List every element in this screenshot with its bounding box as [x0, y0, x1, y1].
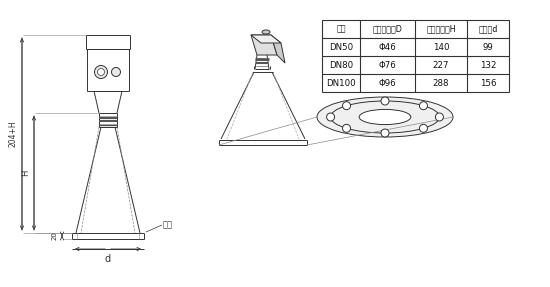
Text: 20: 20 — [52, 232, 58, 241]
Polygon shape — [251, 35, 281, 43]
Text: 204+H: 204+H — [9, 121, 18, 147]
Text: 156: 156 — [480, 79, 496, 88]
Text: 132: 132 — [480, 61, 496, 69]
Circle shape — [343, 124, 350, 132]
Text: 喇叭口高度H: 喇叭口高度H — [426, 24, 456, 34]
Text: Φ46: Φ46 — [378, 42, 397, 51]
Circle shape — [343, 102, 350, 110]
Ellipse shape — [359, 109, 411, 125]
Text: 227: 227 — [433, 61, 449, 69]
Ellipse shape — [262, 30, 270, 34]
Circle shape — [381, 129, 389, 137]
Text: 140: 140 — [433, 42, 449, 51]
Text: d: d — [105, 254, 111, 264]
Text: 四蝶盘d: 四蝶盘d — [478, 24, 498, 34]
Text: 喇叭口直径D: 喇叭口直径D — [372, 24, 403, 34]
Ellipse shape — [331, 101, 439, 133]
Circle shape — [420, 124, 427, 132]
Text: H: H — [21, 170, 30, 176]
Circle shape — [420, 102, 427, 110]
Circle shape — [112, 67, 120, 77]
Text: DN100: DN100 — [326, 79, 356, 88]
Polygon shape — [251, 35, 277, 55]
Text: Φ96: Φ96 — [379, 79, 397, 88]
Text: 法兰: 法兰 — [163, 220, 173, 230]
Circle shape — [95, 65, 107, 79]
Text: 99: 99 — [483, 42, 493, 51]
Text: DN80: DN80 — [329, 61, 353, 69]
Ellipse shape — [317, 97, 453, 137]
Text: 288: 288 — [433, 79, 449, 88]
Circle shape — [381, 97, 389, 105]
Text: DN50: DN50 — [329, 42, 353, 51]
Circle shape — [327, 113, 334, 121]
Circle shape — [97, 69, 104, 75]
Circle shape — [436, 113, 443, 121]
Text: Φ76: Φ76 — [378, 61, 397, 69]
Text: 法兰: 法兰 — [336, 24, 346, 34]
Polygon shape — [271, 35, 285, 63]
